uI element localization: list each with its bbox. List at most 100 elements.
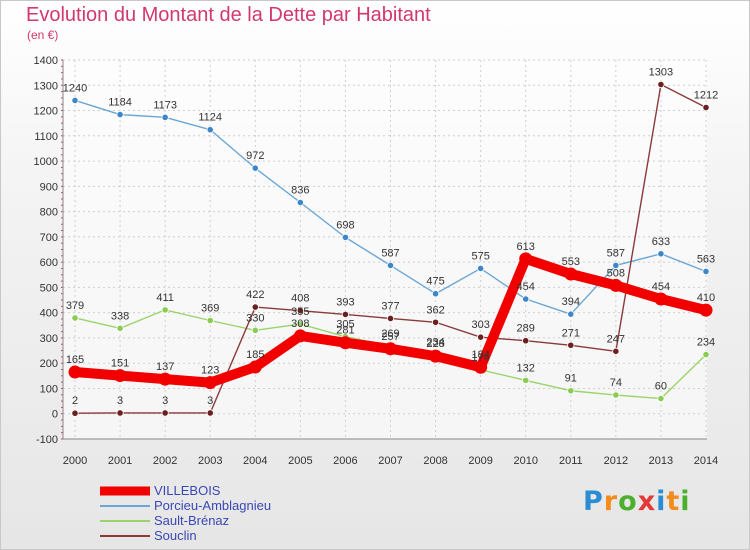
data-label-souclin: 422 [246,289,264,301]
data-point-porcieu-amblagnieu [71,96,79,105]
legend-label-souclin: Souclin [154,528,197,543]
y-tick-label: 1100 [34,131,58,143]
data-label-villebois: 185 [246,349,264,361]
x-tick-label: 2002 [153,455,177,467]
y-tick-label: 1300 [34,80,58,92]
data-label-sault-bre-naz: 74 [610,377,622,389]
data-label-sault-bre-naz: 379 [66,300,84,312]
data-label-souclin: 408 [291,293,309,305]
data-label-sault-bre-naz: 234 [426,337,444,349]
data-label-villebois: 508 [607,267,625,279]
logo-letter: i [680,486,691,517]
data-point-sault-bre-naz [567,387,575,395]
x-tick-label: 2012 [604,455,628,467]
data-label-sault-bre-naz: 132 [517,362,535,374]
data-point-souclin [251,303,259,311]
data-label-porcieu-amblagnieu: 563 [697,253,715,265]
data-label-sault-bre-naz: 174 [471,352,489,364]
x-tick-label: 2011 [559,455,583,467]
data-point-porcieu-amblagnieu [431,290,440,298]
data-point-porcieu-amblagnieu [341,233,350,241]
legend-label-porcieu-amblagnieu: Porcieu-Amblagnieu [154,498,272,513]
data-label-souclin: 303 [471,319,489,331]
data-label-sault-bre-naz: 411 [156,292,174,304]
x-tick-label: 2000 [63,455,87,467]
data-point-souclin [431,318,440,326]
data-point-souclin [522,337,530,345]
data-point-souclin [206,409,214,417]
data-label-villebois: 165 [66,354,84,366]
logo-letter: x [637,486,657,517]
data-point-villebois [519,252,533,266]
y-tick-label: 500 [40,282,58,294]
data-point-porcieu-amblagnieu [386,261,395,270]
data-point-souclin [341,310,350,319]
data-label-sault-bre-naz: 234 [697,337,715,349]
data-point-villebois [564,267,578,281]
data-point-porcieu-amblagnieu [477,264,485,273]
data-label-porcieu-amblagnieu: 1124 [198,112,222,124]
data-label-souclin: 393 [336,296,354,308]
data-label-souclin: 1212 [694,90,718,102]
x-tick-label: 2007 [378,455,402,467]
data-point-souclin [71,409,79,417]
x-tick-label: 2001 [108,455,132,467]
data-point-porcieu-amblagnieu [206,126,214,134]
data-point-sault-bre-naz [206,316,214,325]
data-point-sault-bre-naz [612,391,620,399]
data-point-sault-bre-naz [161,306,169,314]
data-point-porcieu-amblagnieu [612,261,620,270]
data-label-porcieu-amblagnieu: 394 [562,296,580,308]
y-tick-label: -100 [36,434,58,446]
x-tick-label: 2004 [243,455,267,467]
data-point-sault-bre-naz [296,320,304,328]
proxiti-logo: Proxiti [583,486,691,517]
legend-label-sault-bre-naz: Sault-Brénaz [154,513,230,528]
data-label-sault-bre-naz: 305 [336,319,354,331]
data-label-sault-bre-naz: 369 [201,302,219,314]
data-point-porcieu-amblagnieu [522,295,530,303]
legend-label-villebois: VILLEBOIS [154,483,221,498]
data-point-souclin [116,409,124,417]
x-tick-label: 2006 [333,455,357,467]
data-label-souclin: 271 [562,327,580,339]
data-label-souclin: 377 [381,300,399,312]
data-point-souclin [161,409,169,417]
data-label-souclin: 3 [162,395,168,407]
data-point-sault-bre-naz [116,324,124,332]
data-label-villebois: 553 [562,256,580,268]
data-label-porcieu-amblagnieu: 1184 [108,97,132,109]
data-label-porcieu-amblagnieu: 475 [426,276,444,288]
data-point-villebois [609,278,623,292]
data-point-villebois [338,336,352,350]
data-point-porcieu-amblagnieu [567,310,575,318]
data-point-souclin [657,80,665,89]
data-point-porcieu-amblagnieu [702,267,710,276]
data-point-sault-bre-naz [522,376,530,384]
logo-letter: o [618,486,638,517]
legend-swatch-villebois [100,486,150,496]
data-label-sault-bre-naz: 269 [381,328,399,340]
logo-letter: t [666,486,681,517]
y-tick-label: 600 [40,257,58,269]
data-label-porcieu-amblagnieu: 1173 [153,99,177,111]
data-label-porcieu-amblagnieu: 836 [291,185,309,197]
y-tick-label: 400 [40,308,58,320]
x-tick-label: 2005 [288,455,312,467]
data-label-porcieu-amblagnieu: 587 [607,247,625,259]
data-point-sault-bre-naz [657,394,665,403]
y-tick-label: 1200 [34,106,58,118]
data-label-sault-bre-naz: 355 [291,306,309,318]
chart-subtitle: (en €) [27,28,59,42]
data-label-villebois: 308 [291,318,309,330]
y-tick-label: 100 [40,383,58,395]
y-tick-label: 200 [40,358,58,370]
data-point-villebois [293,329,307,343]
data-label-porcieu-amblagnieu: 633 [652,236,670,248]
legend-swatch-sault-bre-naz [100,520,150,522]
data-point-villebois [384,342,397,356]
x-tick-label: 2009 [468,455,492,467]
data-label-souclin: 3 [207,395,213,407]
data-point-souclin [612,347,620,355]
